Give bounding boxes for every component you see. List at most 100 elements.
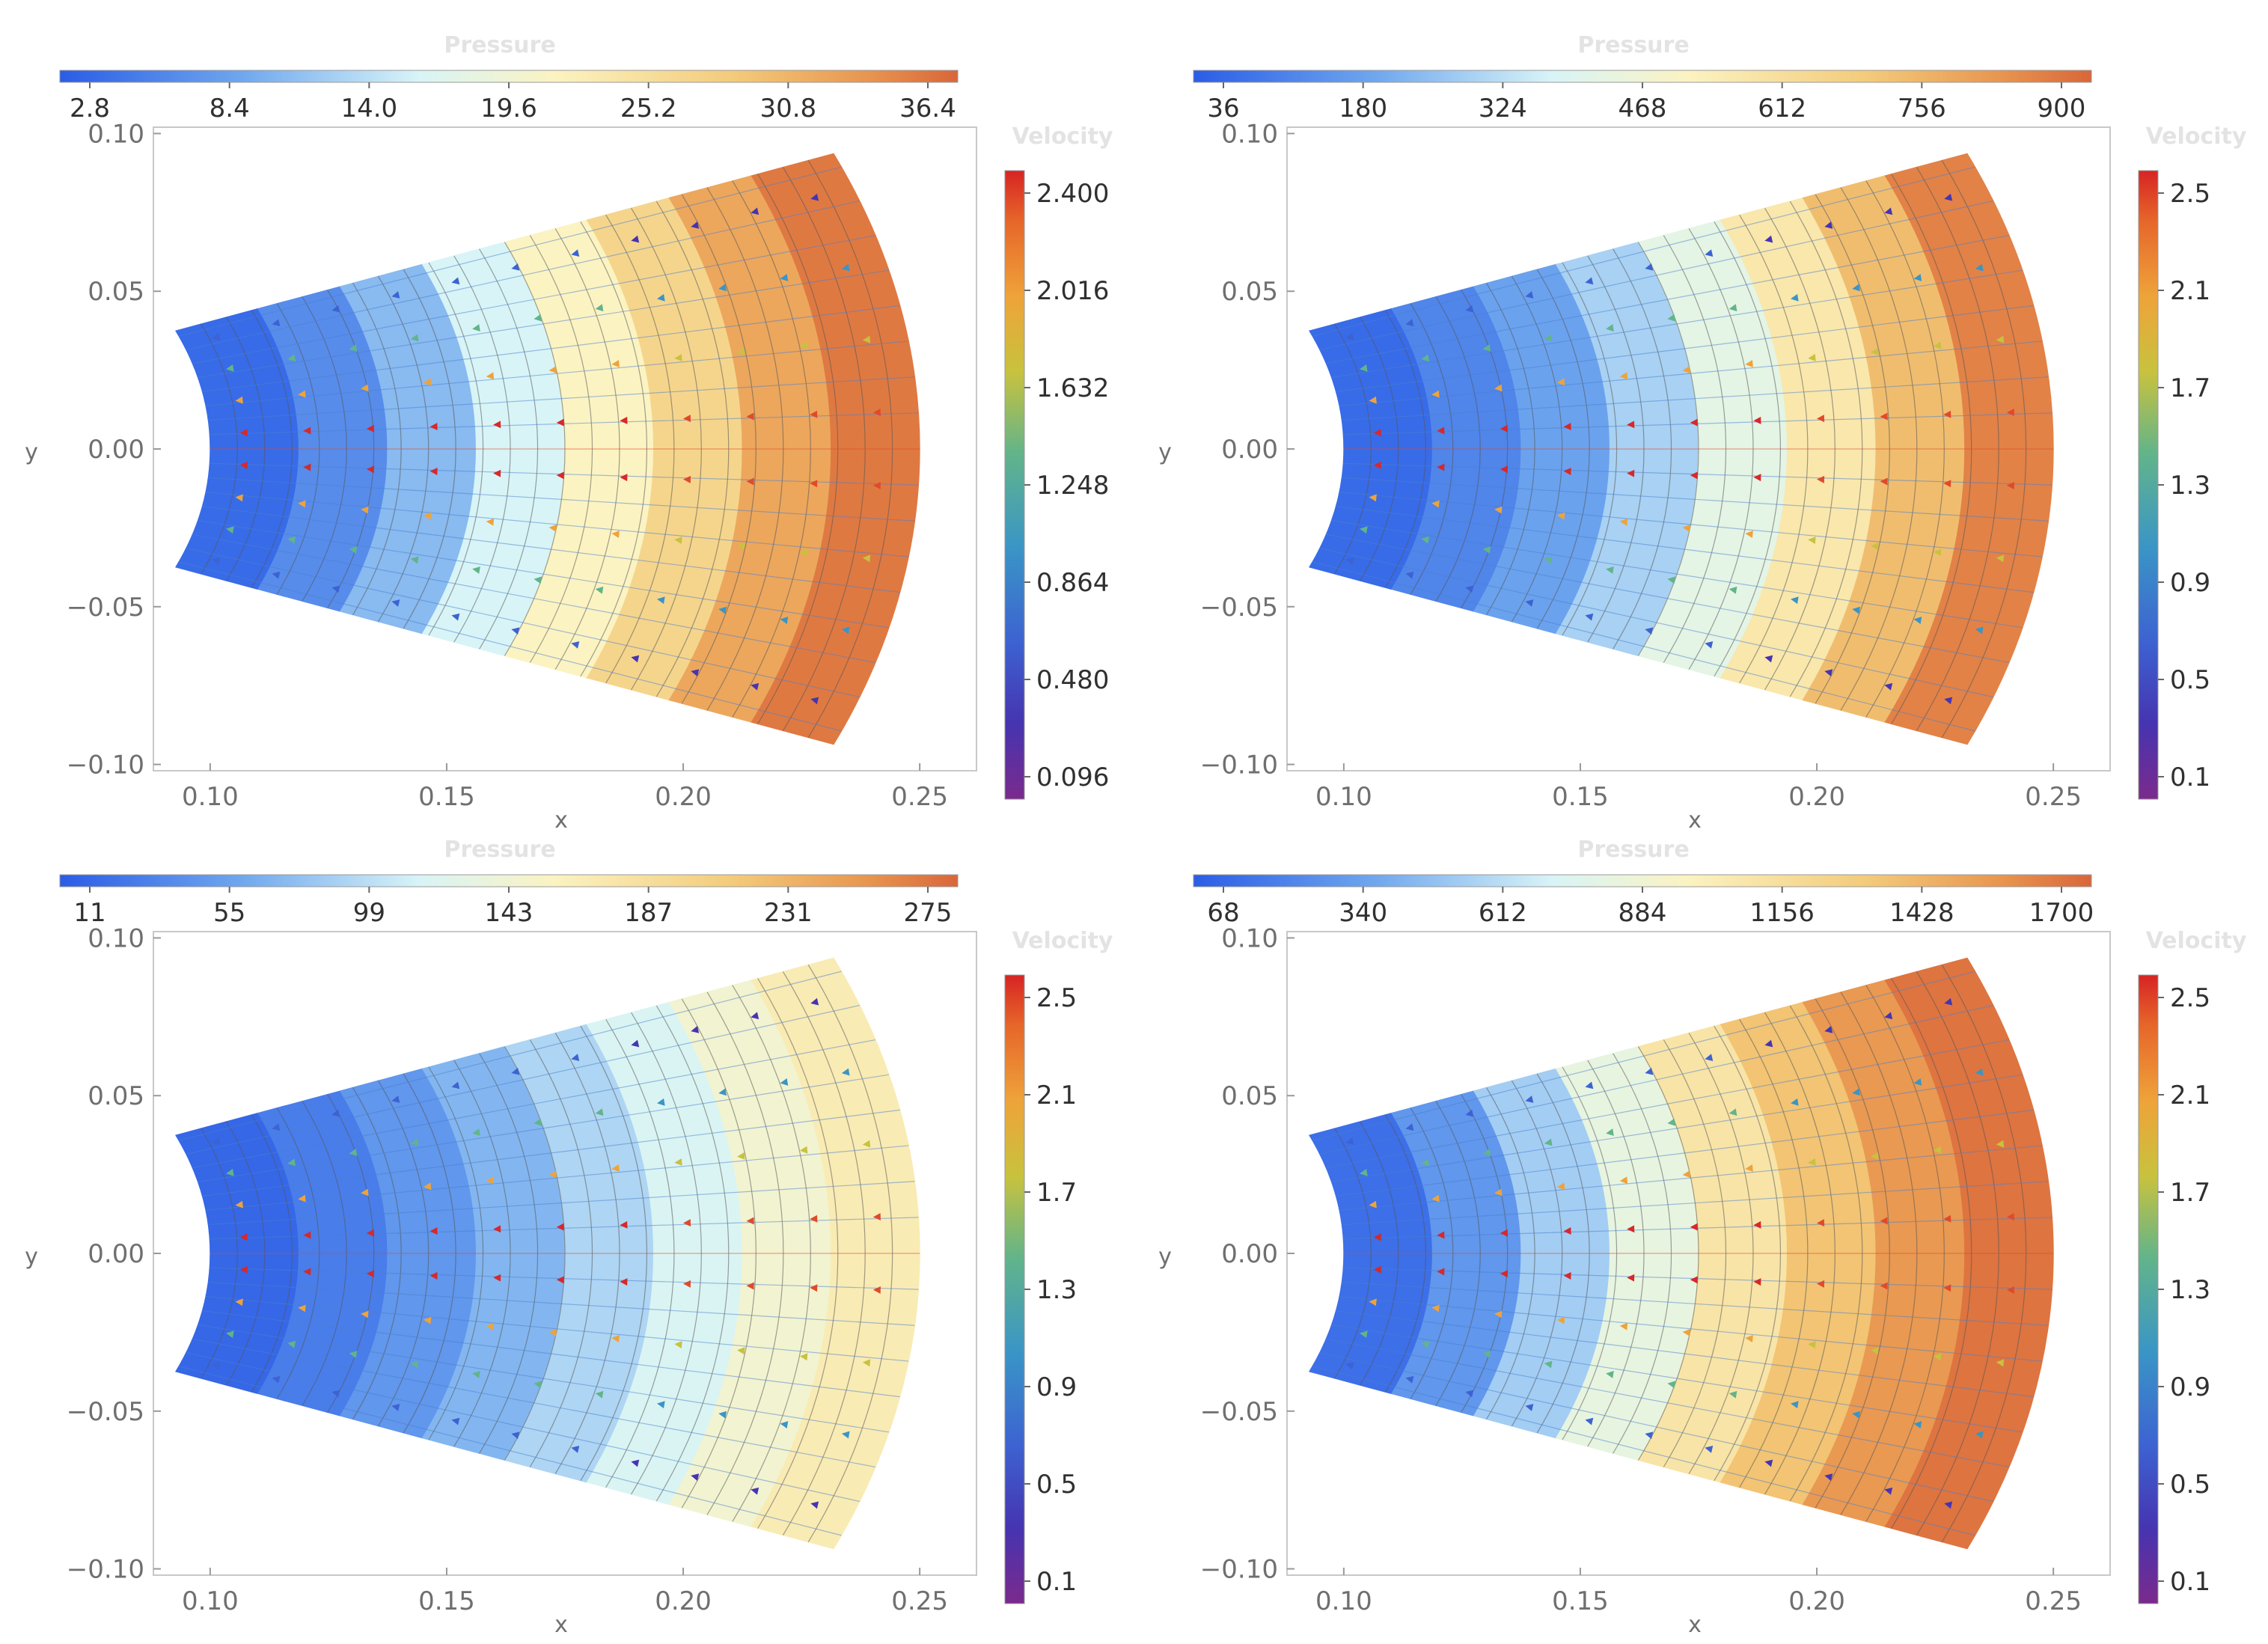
x-tick-label: 0.20 <box>1788 1586 1845 1616</box>
velocity-arrow <box>226 364 234 372</box>
streamline <box>1342 1281 2049 1326</box>
velocity-arrow <box>1943 1284 1951 1292</box>
velocity-arrow <box>1619 1322 1628 1330</box>
velocity-arrow <box>1884 1012 1893 1020</box>
y-tick-label: −0.05 <box>1200 1397 1278 1427</box>
velocity-arrow <box>298 500 306 508</box>
y-tick-label: 0.00 <box>1221 1239 1278 1269</box>
velocity-arrow <box>862 335 871 343</box>
velocity-arrow <box>1525 599 1534 607</box>
velocity-arrow <box>239 429 248 437</box>
pressure-colorbar: 68 340 612 884 1156 1428 1700 <box>1193 874 2094 928</box>
x-tick-label: 0.15 <box>1552 782 1609 812</box>
velocity-arrow <box>410 1138 419 1146</box>
pressure-tick-label: 14.0 <box>340 94 397 123</box>
velocity-arrow <box>1884 682 1893 691</box>
velocity-arrow <box>1544 334 1553 342</box>
velocity-arrow <box>810 997 819 1006</box>
velocity-arrow <box>1808 1341 1816 1349</box>
velocity-arrow <box>1500 465 1509 474</box>
velocity-arrow <box>1525 291 1534 299</box>
panel-bottom-left: Pressure 11 55 99 143 187 231 275 0.10 0.15 0.20… <box>25 837 1113 1638</box>
velocity-arrow <box>1880 1217 1888 1225</box>
velocity-arrow <box>1790 1098 1799 1106</box>
pressure-tick-label: 900 <box>2038 94 2086 123</box>
velocity-arrow <box>272 1375 281 1384</box>
velocity-tick-label: 1.632 <box>1036 373 1109 403</box>
velocity-arrow <box>737 1347 745 1355</box>
velocity-arrow <box>2006 481 2014 489</box>
streamline <box>202 305 900 392</box>
velocity-arrow <box>1645 1067 1654 1075</box>
velocity-arrow <box>272 571 281 579</box>
x-tick-label: 0.15 <box>418 782 475 812</box>
y-tick-label: 0.10 <box>88 119 144 149</box>
streamline <box>1331 269 2023 379</box>
velocity-arrow <box>1482 343 1491 352</box>
streamline <box>1339 492 2043 557</box>
y-axis-label: y <box>1158 1244 1172 1270</box>
streamline <box>202 506 900 593</box>
velocity-arrow <box>1421 1158 1429 1167</box>
velocity-arrow <box>366 1270 375 1278</box>
velocity-arrow <box>361 506 369 514</box>
velocity-arrow <box>391 291 400 299</box>
velocity-colorbar: 2.5 2.1 1.7 1.3 0.9 0.5 0.1 <box>1004 974 1077 1604</box>
velocity-arrow <box>1482 1351 1491 1359</box>
velocity-arrow <box>1996 1359 2005 1367</box>
velocity-arrow <box>799 548 808 557</box>
velocity-arrow <box>1345 333 1354 340</box>
velocity-arrow <box>611 1164 620 1173</box>
velocity-arrow <box>751 682 759 691</box>
streamline <box>1343 1267 2052 1290</box>
y-tick-label: 0.00 <box>88 435 144 465</box>
velocity-arrow <box>1645 263 1654 271</box>
velocity-arrow <box>656 596 665 605</box>
velocity-arrow <box>556 1276 564 1284</box>
velocity-arrow <box>556 1223 564 1231</box>
velocity-arrow <box>1753 474 1761 482</box>
velocity-tick-label: 0.9 <box>2170 1372 2210 1402</box>
streamline <box>1331 1324 2023 1433</box>
velocity-arrow <box>1871 543 1879 551</box>
velocity-arrow <box>718 606 727 614</box>
velocity-arrow <box>872 481 881 489</box>
velocity-arrow <box>620 1220 628 1229</box>
velocity-arrow <box>226 1330 234 1339</box>
velocity-arrow <box>1500 1270 1509 1278</box>
pressure-tick-label: 143 <box>485 898 534 928</box>
velocity-arrow <box>1933 341 1942 349</box>
velocity-arrow <box>1933 1146 1942 1154</box>
streamline <box>186 548 861 698</box>
pressure-colorbar: 11 55 99 143 187 231 275 <box>59 874 959 928</box>
velocity-arrow <box>1975 263 1984 272</box>
velocity-arrow <box>1790 1401 1799 1409</box>
velocity-tick-label: 2.5 <box>2170 179 2210 209</box>
y-tick-label: 0.00 <box>88 1239 144 1269</box>
velocity-arrow <box>571 1054 580 1062</box>
pressure-tick-label: 8.4 <box>210 94 250 123</box>
y-tick-label: −0.05 <box>1200 593 1278 623</box>
velocity-tick-label: 0.1 <box>2170 763 2210 792</box>
velocity-arrow <box>423 1182 432 1191</box>
pressure-tick-label: 231 <box>764 898 813 928</box>
velocity-arrow <box>1556 1316 1565 1324</box>
velocity-arrow <box>1606 1370 1614 1378</box>
velocity-arrow <box>1728 1108 1737 1116</box>
velocity-arrow <box>737 1152 745 1160</box>
pressure-tick-label: 30.8 <box>759 94 816 123</box>
velocity-arrow <box>1764 1459 1773 1467</box>
velocity-arrow <box>1465 585 1474 593</box>
velocity-arrow <box>746 412 754 421</box>
velocity-arrow <box>682 1219 691 1227</box>
velocity-arrow <box>1627 421 1635 429</box>
velocity-arrow <box>1360 1330 1368 1339</box>
velocity-arrow <box>1975 626 1984 635</box>
velocity-arrow <box>366 424 375 433</box>
velocity-arrow <box>212 333 221 340</box>
velocity-arrow <box>1824 221 1833 229</box>
velocity-arrow <box>780 274 789 281</box>
velocity-arrow <box>361 384 369 392</box>
streamline <box>198 519 890 629</box>
velocity-arrow <box>674 1158 682 1166</box>
